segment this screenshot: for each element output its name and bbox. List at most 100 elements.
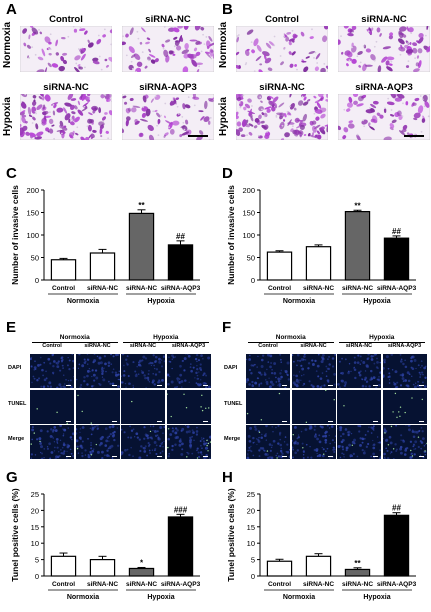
significance-mark: ** <box>138 201 145 210</box>
y-tick-label: 100 <box>242 231 255 240</box>
group-header: Hypoxia <box>153 334 179 341</box>
category-label: siRNA-NC <box>126 581 157 588</box>
column-label: Control <box>42 343 62 349</box>
fluorescence-image <box>382 354 427 388</box>
bar <box>128 567 155 577</box>
invasion-micrographs-b: Normoxia Control siRNA-NC Hypoxia siRNA-NC si… <box>218 14 430 154</box>
panel-letter-a: A <box>6 1 17 18</box>
y-tick-label: 100 <box>26 231 39 240</box>
micrograph-image <box>338 94 430 140</box>
group-bracket <box>248 342 334 343</box>
column-label: siRNA-NC <box>129 343 157 349</box>
category-label: siRNA-NC <box>303 581 334 588</box>
panel-letter-h: H <box>222 469 233 486</box>
y-axis-label: Tunel positive cells (%) <box>10 488 20 582</box>
bar <box>266 560 293 577</box>
tunel-image-grid-f: Normoxia Hypoxia Control siRNA-NC siRNA-NC si… <box>222 334 428 468</box>
y-axis-label: Tunel positive cells (%) <box>226 488 236 582</box>
panel-letter-g: G <box>6 469 18 486</box>
bar <box>344 211 371 281</box>
category-label: Control <box>268 581 291 588</box>
category-label: siRNA-AQP3 <box>161 581 201 588</box>
category-label: Control <box>268 285 291 292</box>
fluorescence-image <box>246 354 290 388</box>
panel-letter-f: F <box>222 319 232 336</box>
fluorescence-image <box>337 354 381 388</box>
group-label: Normoxia <box>67 298 99 305</box>
significance-mark: ## <box>176 232 185 241</box>
bar-chart-h: 0 5 10 15 20 25 Tunel positive cells (%) Contro… <box>226 488 417 601</box>
group-header: Hypoxia <box>369 334 395 341</box>
fluorescence-image <box>166 389 211 424</box>
row-label-dapi: DAPI <box>224 365 238 371</box>
bar <box>305 555 332 577</box>
y-tick-label: 200 <box>26 186 39 195</box>
column-label: siRNA-NC <box>300 343 327 349</box>
significance-mark: ** <box>354 201 361 210</box>
bar <box>305 246 332 281</box>
category-label: siRNA-NC <box>126 285 157 292</box>
bar <box>383 237 410 281</box>
group-label: Normoxia <box>283 298 315 305</box>
y-tick-label: 50 <box>247 254 255 263</box>
category-label: siRNA-AQP3 <box>377 581 417 588</box>
row-label-normoxia: Normoxia <box>218 21 229 68</box>
invasion-micrographs-a: Normoxia Control siRNA-NC Hypoxia siRNA-NC si… <box>2 14 214 154</box>
fluorescence-image <box>382 389 427 424</box>
tunel-image-grid-e: Normoxia Hypoxia Control siRNA-NC siRNA-NC si… <box>6 334 212 468</box>
bar <box>266 251 293 281</box>
micrograph-image <box>122 94 214 140</box>
category-label: siRNA-NC <box>342 285 373 292</box>
micrograph-label: siRNA-AQP3 <box>355 82 413 93</box>
row-label-merge: Merge <box>224 436 241 442</box>
fluorescence-image <box>121 425 165 459</box>
y-tick-label: 5 <box>35 556 39 565</box>
fluorescence-image <box>75 425 120 459</box>
bar-chart-c: 0 50 100 150 200 Number of invasive cells Cont… <box>10 185 201 305</box>
fluorescence-image <box>75 389 120 424</box>
y-tick-label: 50 <box>31 254 39 263</box>
micrograph-label: Control <box>49 14 83 25</box>
fluorescence-image <box>30 425 74 459</box>
y-tick-label: 150 <box>242 209 255 218</box>
panel-letter-d: D <box>222 165 233 182</box>
y-tick-label: 10 <box>247 539 255 548</box>
micrograph-image <box>236 26 328 72</box>
category-label: siRNA-NC <box>87 285 118 292</box>
bar <box>167 244 194 281</box>
fluorescence-image <box>121 354 165 388</box>
bar <box>89 558 116 577</box>
group-header: Normoxia <box>59 334 90 341</box>
category-label: Control <box>52 285 75 292</box>
y-axis-label: Number of invasive cells <box>226 185 236 285</box>
significance-mark: ### <box>174 505 188 514</box>
column-label: siRNA-NC <box>84 343 111 349</box>
group-bracket <box>123 342 209 343</box>
y-tick-label: 0 <box>35 572 39 581</box>
micrograph-label: siRNA-NC <box>361 14 407 25</box>
bar <box>167 516 194 577</box>
row-label-tunel: TUNEL <box>8 400 27 407</box>
category-label: siRNA-AQP3 <box>161 285 201 292</box>
fluorescence-image <box>246 389 290 424</box>
y-tick-label: 15 <box>247 523 255 532</box>
panel-letter-c: C <box>6 165 17 182</box>
category-label: siRNA-NC <box>303 285 334 292</box>
y-tick-label: 20 <box>31 506 39 515</box>
group-label: Normoxia <box>283 594 315 601</box>
micrograph-image <box>122 26 214 72</box>
bar <box>50 555 77 577</box>
row-label-normoxia: Normoxia <box>2 21 13 68</box>
column-label: siRNA-AQP3 <box>387 343 422 349</box>
y-tick-label: 15 <box>31 523 39 532</box>
group-label: Hypoxia <box>147 594 174 601</box>
micrograph-label: siRNA-NC <box>145 14 191 25</box>
bar <box>89 252 116 281</box>
micrograph-label: Control <box>265 14 299 25</box>
group-label: Normoxia <box>67 594 99 601</box>
group-label: Hypoxia <box>363 594 390 601</box>
significance-mark: * <box>140 558 144 567</box>
fluorescence-image <box>382 425 427 459</box>
micrograph-image <box>236 94 328 140</box>
y-tick-label: 25 <box>31 490 39 499</box>
